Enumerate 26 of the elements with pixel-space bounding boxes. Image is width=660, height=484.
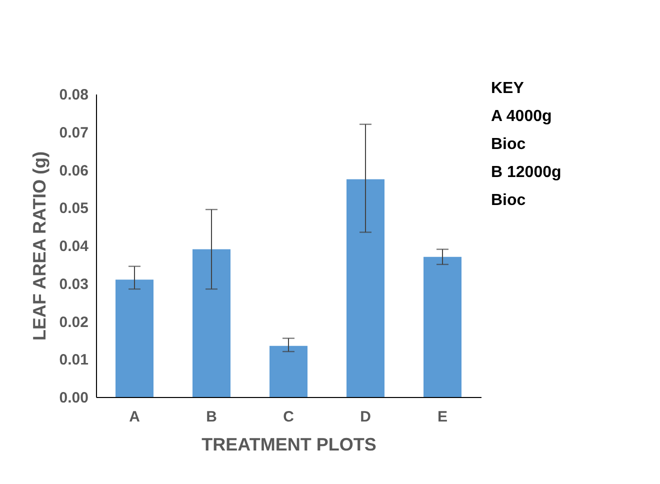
y-tick-label: 0.06: [59, 162, 88, 180]
bar: [192, 249, 230, 397]
bar: [116, 280, 154, 397]
y-tick-label: 0.08: [59, 86, 88, 104]
y-tick-label: 0.02: [59, 314, 88, 331]
y-tick-label: 0.01: [59, 352, 88, 369]
y-tick-label: 0.03: [59, 276, 88, 293]
y-tick-label: 0.05: [59, 200, 88, 218]
x-tick-label: D: [360, 408, 372, 426]
text: B 12000g: [491, 164, 562, 181]
text: Bioc: [491, 192, 526, 209]
y-tick-label: 0.07: [59, 124, 88, 142]
x-tick-label: B: [206, 408, 218, 426]
x-tick-label: E: [437, 408, 448, 426]
text: A 4000g: [491, 108, 552, 125]
text: Bioc: [491, 136, 526, 153]
bar: [270, 346, 308, 397]
x-tick-label: C: [283, 408, 294, 426]
bar: [346, 179, 384, 397]
x-axis-title: TREATMENT PLOTS: [202, 434, 376, 454]
y-axis-title: LEAF AREA RATIO (g): [29, 151, 50, 341]
y-tick-label: 0.04: [59, 238, 90, 255]
bar: [424, 256, 462, 397]
text: KEY: [491, 80, 524, 97]
y-tick-label: 0.00: [59, 390, 88, 406]
x-tick-label: A: [129, 408, 140, 426]
